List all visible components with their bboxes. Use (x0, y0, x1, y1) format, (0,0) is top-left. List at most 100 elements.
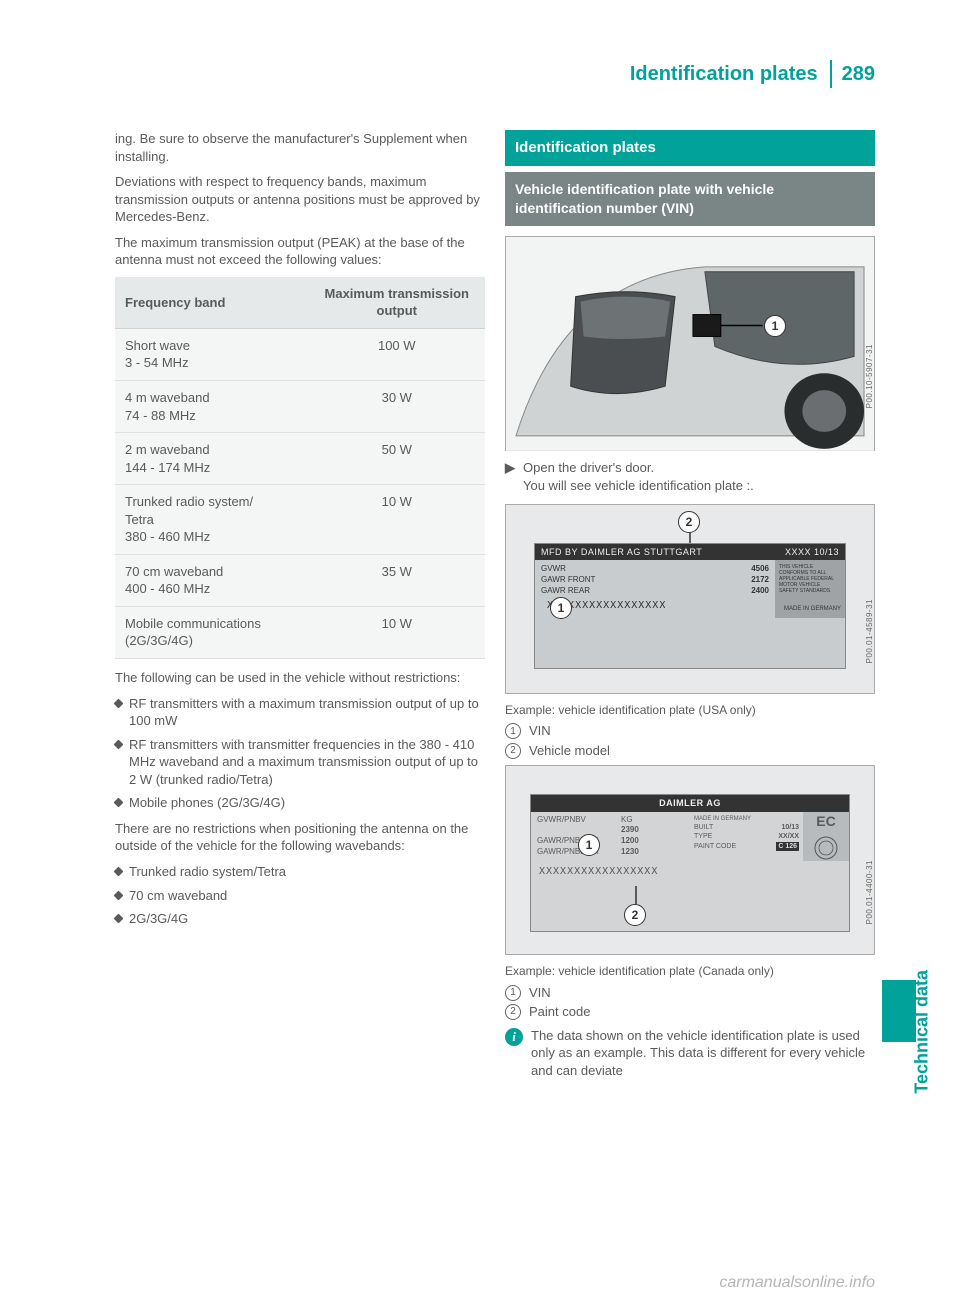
step-line-1: Open the driver's door. (523, 460, 654, 475)
paragraph-deviations: Deviations with respect to frequency ban… (115, 173, 485, 226)
cell-band: Mobile communications (2G/3G/4G) (115, 606, 309, 658)
step-line-2: You will see vehicle identification plat… (523, 478, 754, 493)
side-tab: Technical data (882, 820, 912, 1020)
frequency-table: Frequency band Maximum transmission outp… (115, 277, 485, 659)
info-icon: i (505, 1028, 523, 1046)
vin-side-text: THIS VEHICLE CONFORMS TO ALL APPLICABLE … (775, 560, 845, 618)
legend-row: 2 Paint code (505, 1003, 875, 1021)
paragraph-no-restrictions-intro: The following can be used in the vehicle… (115, 669, 485, 687)
cell-band: 70 cm waveband400 - 460 MHz (115, 554, 309, 606)
figure-caption-canada: Example: vehicle identification plate (C… (505, 963, 875, 979)
bullet-list-1: RF transmitters with a maximum transmiss… (115, 695, 485, 812)
vin-value: 10/13 (781, 823, 799, 832)
cell-output: 10 W (309, 485, 485, 555)
legend-number-1: 1 (505, 723, 521, 739)
vin-value: XX/XX (778, 832, 799, 841)
list-item: Trunked radio system/Tetra (115, 863, 485, 881)
watermark: carmanualsonline.info (719, 1274, 875, 1292)
callout-1: 1 (764, 315, 786, 337)
figure-code: P00.01-4400-31 (865, 860, 876, 924)
legend-text: VIN (529, 984, 551, 1002)
list-item: 2G/3G/4G (115, 910, 485, 928)
vin-label: PAINT CODE (694, 842, 736, 851)
figure-vehicle-door: 1 P00.10-5907-31 (505, 236, 875, 451)
subsection-title: Vehicle identification plate with vehicl… (505, 172, 875, 226)
legend-text: Paint code (529, 1003, 590, 1021)
step-text: Open the driver's door. You will see veh… (523, 459, 754, 494)
callout-line (635, 886, 637, 904)
legend-text: Vehicle model (529, 742, 610, 760)
vin-plate-graphic: DAIMLER AG GVWR/PNBVKG 2390 GAWR/PNBE/AV… (530, 794, 850, 932)
table-header-output: Maximum transmission output (309, 277, 485, 329)
vin-number: XXXXXXXXXXXXXXXXX (531, 861, 849, 883)
cell-band: Short wave3 - 54 MHz (115, 328, 309, 380)
vin-value: 4506 (751, 564, 769, 575)
figure-code: P00.10-5907-31 (865, 344, 876, 408)
legend-text: VIN (529, 722, 551, 740)
table-row: 70 cm waveband400 - 460 MHz 35 W (115, 554, 485, 606)
figure-code: P00.01-4589-31 (865, 599, 876, 663)
vehicle-door-illustration (506, 237, 874, 451)
vin-date: XXXX 10/13 (785, 546, 839, 558)
vin-label: GVWR (541, 564, 566, 575)
legend-number-2: 2 (505, 743, 521, 759)
table-row: 4 m waveband74 - 88 MHz 30 W (115, 381, 485, 433)
page-number: 289 (842, 63, 875, 86)
vin-value: 2390 (621, 825, 639, 836)
cell-output: 50 W (309, 433, 485, 485)
table-row: Mobile communications (2G/3G/4G) 10 W (115, 606, 485, 658)
list-item: Mobile phones (2G/3G/4G) (115, 794, 485, 812)
step-open-door: ▶ Open the driver's door. You will see v… (505, 459, 875, 494)
info-text: The data shown on the vehicle identifica… (531, 1027, 875, 1080)
vin-label: GAWR FRONT (541, 575, 595, 586)
vin-number: XXXXXXXXXXXXXXXXX (541, 597, 769, 615)
approval-stamp-icon (813, 835, 839, 861)
list-item: RF transmitters with a maximum transmiss… (115, 695, 485, 730)
legend-number-1: 1 (505, 985, 521, 1001)
legend-number-2: 2 (505, 1004, 521, 1020)
legend-row: 1 VIN (505, 984, 875, 1002)
vin-ec-badge: EC (816, 812, 835, 831)
legend-row: 1 VIN (505, 722, 875, 740)
cell-output: 30 W (309, 381, 485, 433)
callout-1: 1 (550, 597, 572, 619)
header-divider (830, 60, 832, 88)
list-item: 70 cm waveband (115, 887, 485, 905)
vin-mfd-text: MFD BY DAIMLER AG STUTTGART (541, 547, 702, 557)
step-marker-icon: ▶ (505, 459, 515, 494)
paragraph-peak: The maximum transmission output (PEAK) a… (115, 234, 485, 269)
vin-made-in: MADE IN GERMANY (779, 606, 841, 613)
list-item: RF transmitters with transmitter frequen… (115, 736, 485, 789)
left-column: ing. Be sure to observe the manufacturer… (115, 130, 485, 1079)
figure-vin-plate-usa: 2 MFD BY DAIMLER AG STUTTGART XXXX 10/13… (505, 504, 875, 694)
page-header-title: Identification plates (630, 63, 818, 86)
figure-vin-plate-canada: DAIMLER AG GVWR/PNBVKG 2390 GAWR/PNBE/AV… (505, 765, 875, 955)
cell-output: 10 W (309, 606, 485, 658)
vin-label: GVWR/PNBV (537, 815, 615, 826)
side-tab-block (882, 980, 916, 1042)
vin-plate-graphic: MFD BY DAIMLER AG STUTTGART XXXX 10/13 G… (534, 543, 846, 669)
vin-label: GAWR/PNBE/AR (537, 847, 615, 858)
vin-label: TYPE (694, 832, 712, 841)
vin-plate-header: DAIMLER AG (531, 795, 849, 811)
vin-value: 2172 (751, 575, 769, 586)
info-note: i The data shown on the vehicle identifi… (505, 1027, 875, 1080)
table-row: Trunked radio system/Tetra380 - 460 MHz … (115, 485, 485, 555)
paragraph-antenna-position: There are no restrictions when positioni… (115, 820, 485, 855)
paragraph-continuation: ing. Be sure to observe the manufacturer… (115, 130, 485, 165)
cell-output: 35 W (309, 554, 485, 606)
cell-band: 2 m waveband144 - 174 MHz (115, 433, 309, 485)
right-column: Identification plates Vehicle identifica… (505, 130, 875, 1079)
cell-output: 100 W (309, 328, 485, 380)
vin-label: GAWR/PNBE/AV (537, 836, 615, 847)
vin-value: 1200 (621, 836, 639, 847)
figure-caption-usa: Example: vehicle identification plate (U… (505, 702, 875, 718)
vin-label: GAWR REAR (541, 586, 590, 597)
table-row: 2 m waveband144 - 174 MHz 50 W (115, 433, 485, 485)
table-header-band: Frequency band (115, 277, 309, 329)
vin-made-in: MADE IN GERMANY (694, 815, 799, 823)
table-row: Short wave3 - 54 MHz 100 W (115, 328, 485, 380)
cell-band: 4 m waveband74 - 88 MHz (115, 381, 309, 433)
vin-label: BUILT (694, 823, 713, 832)
legend-row: 2 Vehicle model (505, 742, 875, 760)
